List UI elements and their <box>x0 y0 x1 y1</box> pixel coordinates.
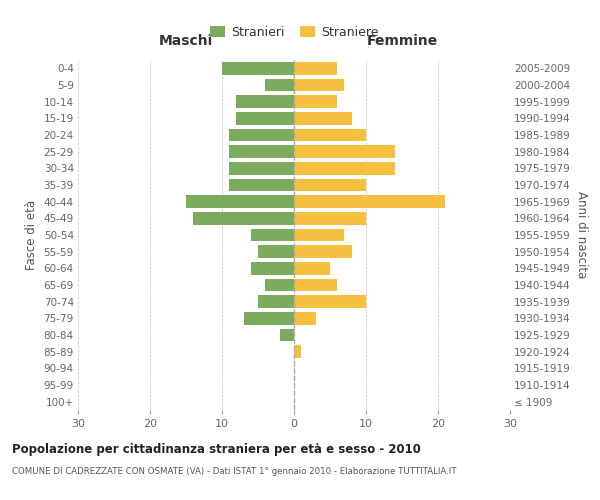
Bar <box>294 162 395 174</box>
Bar <box>251 262 294 274</box>
Bar <box>280 329 294 341</box>
Bar <box>294 262 330 274</box>
Bar <box>244 312 294 324</box>
Bar <box>193 212 294 224</box>
Bar <box>294 129 366 141</box>
Bar <box>236 112 294 124</box>
Bar <box>258 246 294 258</box>
Bar <box>258 296 294 308</box>
Bar <box>265 79 294 92</box>
Bar <box>294 312 316 324</box>
Bar <box>294 79 344 92</box>
Bar <box>294 346 301 358</box>
Bar <box>236 96 294 108</box>
Legend: Stranieri, Straniere: Stranieri, Straniere <box>205 21 383 44</box>
Bar <box>222 62 294 74</box>
Y-axis label: Fasce di età: Fasce di età <box>25 200 38 270</box>
Bar <box>229 146 294 158</box>
Text: Maschi: Maschi <box>159 34 213 48</box>
Y-axis label: Anni di nascita: Anni di nascita <box>575 192 587 278</box>
Bar <box>229 179 294 192</box>
Bar <box>186 196 294 208</box>
Bar <box>294 196 445 208</box>
Bar <box>294 112 352 124</box>
Text: COMUNE DI CADREZZATE CON OSMATE (VA) - Dati ISTAT 1° gennaio 2010 - Elaborazione: COMUNE DI CADREZZATE CON OSMATE (VA) - D… <box>12 468 457 476</box>
Bar <box>294 296 366 308</box>
Bar <box>294 179 366 192</box>
Bar <box>294 212 366 224</box>
Bar <box>294 229 344 241</box>
Bar <box>294 146 395 158</box>
Bar <box>294 62 337 74</box>
Bar <box>294 246 352 258</box>
Bar <box>294 279 337 291</box>
Text: Popolazione per cittadinanza straniera per età e sesso - 2010: Popolazione per cittadinanza straniera p… <box>12 442 421 456</box>
Bar <box>265 279 294 291</box>
Bar <box>229 129 294 141</box>
Bar <box>251 229 294 241</box>
Text: Femmine: Femmine <box>367 34 437 48</box>
Bar <box>294 96 337 108</box>
Bar <box>229 162 294 174</box>
